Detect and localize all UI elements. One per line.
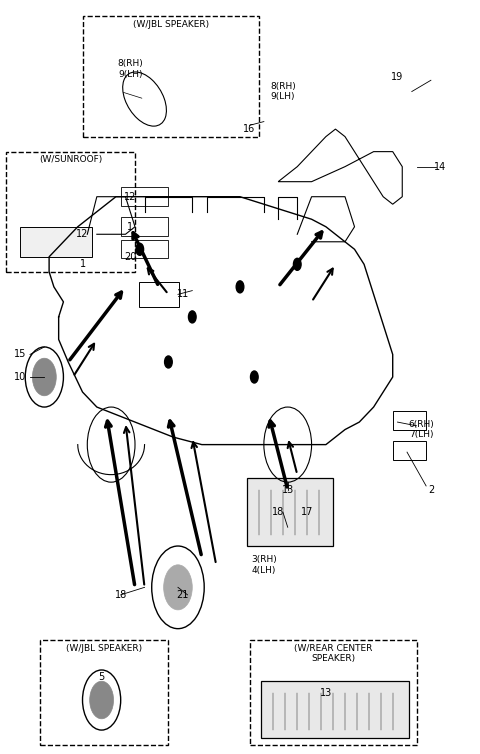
FancyBboxPatch shape (247, 479, 333, 546)
Text: 18: 18 (115, 590, 127, 600)
Circle shape (33, 358, 56, 396)
Text: 1: 1 (127, 222, 133, 231)
Text: 13: 13 (282, 485, 294, 495)
Circle shape (90, 682, 114, 719)
Text: 21: 21 (177, 590, 189, 600)
Text: (W/SUNROOF): (W/SUNROOF) (39, 155, 102, 164)
Text: 20: 20 (124, 252, 136, 262)
Text: 1: 1 (80, 259, 85, 269)
Text: 6(RH)
7(LH): 6(RH) 7(LH) (408, 420, 434, 440)
Circle shape (293, 259, 301, 271)
Text: 18: 18 (272, 507, 284, 517)
Circle shape (164, 565, 192, 610)
Text: 2: 2 (428, 485, 434, 495)
Text: 12: 12 (124, 192, 136, 202)
Circle shape (236, 280, 244, 293)
Text: (W/JBL SPEAKER): (W/JBL SPEAKER) (66, 644, 142, 653)
Text: 14: 14 (434, 161, 446, 172)
Text: 11: 11 (177, 290, 189, 299)
FancyBboxPatch shape (6, 152, 135, 272)
Text: 5: 5 (98, 673, 105, 682)
Text: 8(RH)
9(LH): 8(RH) 9(LH) (118, 60, 143, 78)
Text: 3(RH)
4(LH): 3(RH) 4(LH) (251, 555, 277, 575)
FancyBboxPatch shape (83, 17, 259, 136)
Circle shape (136, 244, 144, 256)
Text: 13: 13 (320, 688, 332, 697)
FancyBboxPatch shape (39, 640, 168, 745)
FancyBboxPatch shape (250, 640, 417, 745)
Text: 19: 19 (391, 72, 404, 81)
FancyBboxPatch shape (262, 682, 409, 737)
Text: 15: 15 (14, 349, 27, 360)
Circle shape (251, 371, 258, 383)
Text: 8(RH)
9(LH): 8(RH) 9(LH) (270, 82, 296, 101)
Text: (W/JBL SPEAKER): (W/JBL SPEAKER) (133, 20, 209, 29)
FancyBboxPatch shape (21, 227, 92, 257)
Circle shape (165, 356, 172, 368)
Text: 17: 17 (300, 507, 313, 517)
Text: 16: 16 (243, 124, 256, 134)
Circle shape (189, 311, 196, 323)
Text: 12: 12 (76, 229, 89, 239)
Text: (W/REAR CENTER
SPEAKER): (W/REAR CENTER SPEAKER) (294, 644, 372, 663)
Text: 10: 10 (14, 372, 26, 382)
